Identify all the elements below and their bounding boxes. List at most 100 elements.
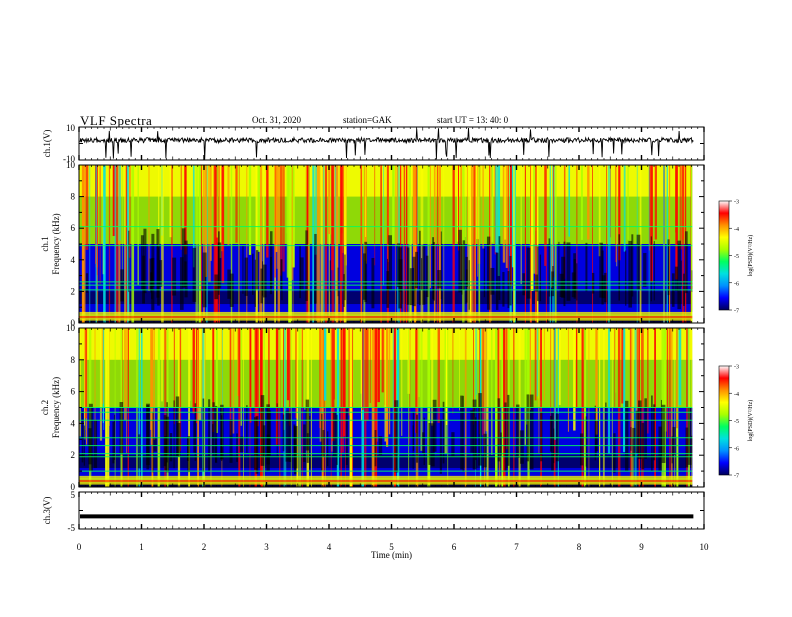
sferic-streak	[219, 165, 222, 258]
ch3-ylabel: ch.3(V)	[42, 497, 52, 525]
colorbar	[718, 200, 730, 311]
sferic-streak	[666, 165, 668, 323]
dark-gap	[594, 405, 596, 461]
sferic-streak	[230, 165, 233, 323]
dark-gap	[255, 250, 259, 290]
sferic-streak	[444, 328, 447, 454]
sferic-streak	[200, 165, 203, 323]
dark-gap	[650, 236, 652, 302]
sferic-streak	[275, 328, 279, 445]
dark-gap	[432, 242, 435, 301]
sferic-streak	[341, 328, 345, 453]
dark-gap	[140, 235, 144, 290]
sferic-streak	[543, 328, 545, 401]
sferic-streak	[83, 165, 86, 323]
sferic-streak	[328, 165, 331, 235]
dark-gap	[526, 247, 531, 299]
sferic-streak	[388, 328, 391, 435]
dark-gap	[388, 235, 392, 290]
sferic-streak	[126, 328, 127, 453]
dark-gap	[638, 400, 642, 459]
sferic-streak	[185, 165, 187, 248]
dark-gap	[601, 250, 604, 305]
sferic-streak	[81, 165, 84, 323]
sferic-streak	[554, 328, 556, 440]
sferic-streak	[198, 328, 202, 421]
sferic-streak	[108, 165, 111, 323]
sferic-streak	[460, 165, 463, 280]
sferic-streak	[431, 328, 434, 426]
dark-gap	[254, 417, 258, 470]
colorbar-tick-label: -3	[734, 200, 739, 206]
dark-gap	[329, 260, 331, 292]
dark-gap	[631, 234, 634, 297]
dark-gap	[478, 393, 482, 466]
sferic-streak	[295, 328, 297, 419]
dark-gap	[309, 415, 311, 470]
dark-gap	[269, 256, 273, 295]
dark-gap	[451, 432, 455, 458]
sferic-streak	[663, 328, 667, 432]
sferic-streak	[666, 328, 669, 438]
sferic-streak	[606, 165, 608, 323]
colorbar-tick-label: -6	[734, 281, 739, 287]
y-tick-label: -5	[68, 523, 76, 533]
sferic-streak	[320, 165, 323, 323]
sferic-streak	[131, 165, 135, 323]
sferic-streak	[216, 165, 219, 238]
sferic-streak	[654, 165, 657, 240]
sferic-streak	[545, 165, 547, 323]
dark-gap	[314, 233, 317, 304]
dark-gap	[244, 257, 248, 296]
sferic-streak	[534, 328, 537, 401]
sferic-streak	[567, 328, 570, 432]
sferic-streak	[369, 328, 371, 404]
dark-gap	[465, 256, 468, 287]
dark-gap	[561, 256, 566, 298]
sferic-streak	[621, 328, 624, 404]
y-tick-label: 8	[71, 355, 76, 365]
sferic-streak	[189, 328, 191, 401]
sferic-streak	[452, 328, 454, 414]
y-tick-label: 10	[66, 323, 76, 333]
dark-gap	[422, 432, 425, 454]
sferic-streak	[246, 165, 248, 323]
sferic-streak	[314, 165, 317, 255]
dark-gap	[674, 266, 679, 292]
sferic-streak	[524, 165, 526, 323]
dark-gap	[149, 258, 153, 291]
dark-gap	[181, 228, 186, 288]
sferic-streak	[148, 165, 150, 291]
dark-gap	[437, 270, 442, 289]
dark-gap	[632, 427, 636, 458]
sferic-streak	[306, 165, 310, 285]
sferic-streak	[615, 328, 617, 393]
dark-gap	[229, 419, 233, 463]
spectrogram-ylabel: ch.2	[40, 400, 50, 415]
dark-gap	[212, 402, 215, 458]
dark-gap	[440, 231, 442, 299]
sferic-streak	[288, 165, 290, 323]
sferic-streak	[232, 328, 235, 434]
sferic-streak	[274, 165, 276, 278]
dark-gap	[502, 271, 505, 307]
sferic-streak	[192, 165, 195, 268]
dark-gap	[262, 425, 266, 457]
sferic-streak	[403, 165, 405, 323]
sferic-streak	[266, 165, 269, 258]
dark-gap	[439, 419, 442, 474]
sferic-streak	[477, 165, 479, 277]
sferic-streak	[89, 165, 91, 323]
sferic-streak	[124, 328, 127, 420]
dark-gap	[332, 412, 337, 457]
sferic-streak	[384, 328, 387, 442]
dark-gap	[509, 255, 512, 306]
sferic-streak	[505, 165, 508, 268]
x-axis-label: Time (min)	[371, 550, 412, 560]
sferic-streak	[511, 165, 514, 268]
x-tick-label: 5	[389, 542, 394, 552]
dark-gap	[192, 247, 197, 302]
sferic-streak	[408, 165, 411, 323]
dark-gap	[585, 416, 587, 467]
